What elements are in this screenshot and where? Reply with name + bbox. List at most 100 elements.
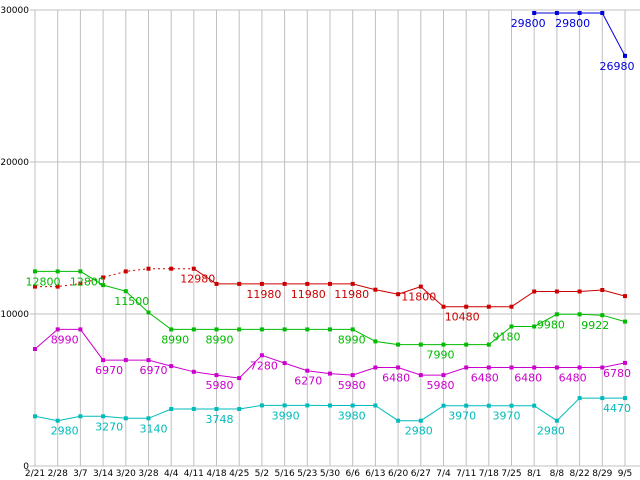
point-value-label: 3980: [338, 410, 366, 423]
x-axis-tick-label: 8/1: [527, 469, 541, 479]
point-value-label: 11980: [291, 288, 326, 301]
data-point-marker: [623, 53, 627, 58]
point-value-label: 6270: [294, 375, 322, 388]
data-point-marker: [464, 342, 469, 347]
point-value-label: 8990: [161, 333, 189, 346]
data-point-marker: [350, 373, 355, 378]
data-point-marker: [623, 360, 627, 365]
point-value-label: 3140: [140, 422, 168, 435]
point-value-label: 12980: [180, 273, 215, 286]
data-point-marker: [623, 396, 627, 401]
data-point-marker: [123, 416, 128, 421]
data-point-marker: [191, 369, 196, 374]
data-point-marker: [33, 347, 37, 351]
data-point-marker: [441, 403, 446, 408]
data-point-marker: [146, 266, 151, 271]
data-point-marker: [418, 342, 423, 347]
data-point-marker: [464, 403, 469, 408]
point-value-label: 3970: [493, 410, 521, 423]
point-value-label: 7280: [250, 359, 278, 372]
x-axis-tick-label: 8/29: [592, 469, 612, 479]
data-point-marker: [305, 281, 310, 286]
data-point-marker: [418, 284, 423, 289]
point-value-label: 12800: [70, 275, 105, 288]
x-axis-tick-label: 3/28: [138, 469, 158, 479]
x-axis-tick-label: 2/28: [48, 469, 68, 479]
x-axis-tick-label: 3/14: [93, 469, 113, 479]
data-point-marker: [373, 403, 378, 408]
data-point-marker: [623, 294, 627, 299]
data-point-marker: [33, 414, 37, 419]
point-value-label: 8990: [338, 333, 366, 346]
point-value-label: 9922: [581, 319, 609, 332]
data-point-marker: [554, 289, 559, 294]
data-point-marker: [509, 324, 514, 329]
data-point-marker: [191, 266, 196, 271]
data-point-marker: [396, 292, 401, 297]
data-point-marker: [486, 304, 491, 309]
data-point-marker: [554, 11, 559, 15]
series-line-price-series-red: [35, 268, 194, 288]
data-point-marker: [123, 358, 128, 363]
data-point-marker: [33, 284, 37, 289]
x-axis-tick-label: 6/13: [365, 469, 385, 479]
data-point-marker: [509, 403, 514, 408]
x-axis-tick-label: 4/11: [184, 469, 204, 479]
data-point-marker: [532, 365, 537, 370]
data-point-marker: [237, 376, 242, 381]
point-value-label: 12800: [26, 275, 61, 288]
x-axis-tick-label: 5/16: [274, 469, 294, 479]
point-value-label: 8990: [206, 333, 234, 346]
data-point-marker: [169, 364, 174, 369]
point-value-label: 29800: [555, 17, 590, 30]
data-point-marker: [464, 365, 469, 370]
point-value-label: 6480: [471, 372, 499, 385]
data-point-marker: [169, 407, 174, 411]
data-point-marker: [532, 403, 537, 408]
data-point-marker: [328, 327, 332, 332]
point-value-label: 11980: [334, 288, 369, 301]
data-point-marker: [191, 327, 196, 332]
point-value-label: 2980: [405, 425, 433, 438]
data-point-marker: [55, 269, 60, 274]
data-point-marker: [214, 407, 219, 411]
data-point-marker: [101, 358, 106, 363]
data-point-marker: [259, 403, 264, 408]
point-value-label: 4470: [603, 402, 631, 415]
x-axis-tick-label: 5/30: [320, 469, 340, 479]
data-point-marker: [600, 365, 605, 370]
point-value-label: 3970: [448, 410, 476, 423]
data-point-marker: [282, 327, 287, 332]
data-point-marker: [577, 365, 582, 370]
data-point-marker: [123, 289, 128, 294]
data-point-marker: [532, 11, 537, 15]
data-point-marker: [33, 269, 37, 274]
data-point-marker: [554, 365, 559, 370]
data-point-marker: [55, 418, 60, 423]
data-point-marker: [259, 353, 264, 358]
point-value-label: 9980: [537, 318, 565, 331]
data-point-marker: [282, 403, 287, 408]
x-axis-tick-label: 5/2: [255, 469, 269, 479]
data-point-marker: [532, 289, 537, 294]
x-axis-tick-label: 7/18: [479, 469, 499, 479]
data-point-marker: [554, 418, 559, 423]
data-point-marker: [350, 403, 355, 408]
data-point-marker: [101, 275, 106, 280]
point-value-label: 6480: [559, 372, 587, 385]
data-point-marker: [396, 418, 401, 423]
x-axis-tick-label: 6/27: [411, 469, 431, 479]
data-point-marker: [78, 269, 83, 274]
x-axis-tick-label: 4/4: [164, 469, 179, 479]
data-point-marker: [373, 365, 378, 370]
data-point-marker: [305, 403, 310, 408]
data-point-marker: [214, 281, 219, 286]
point-value-label: 6480: [382, 372, 410, 385]
point-value-label: 6780: [603, 367, 631, 380]
point-value-label: 11980: [246, 288, 281, 301]
data-point-marker: [509, 304, 514, 309]
y-axis-tick-label: 30000: [0, 6, 29, 16]
